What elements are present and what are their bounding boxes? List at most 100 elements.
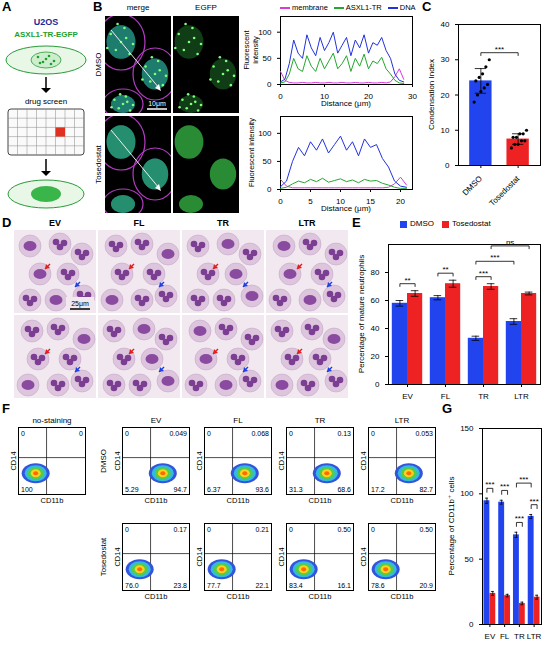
svg-text:FL: FL	[441, 392, 451, 401]
svg-text:EV: EV	[485, 632, 496, 641]
svg-text:***: ***	[515, 514, 524, 523]
svg-text:17.2: 17.2	[371, 486, 385, 493]
svg-text:***: ***	[500, 482, 509, 491]
svg-text:FL: FL	[500, 632, 510, 641]
svg-text:drug screen: drug screen	[25, 97, 67, 106]
svg-text:22.1: 22.1	[255, 582, 269, 589]
svg-text:0.50: 0.50	[419, 526, 433, 533]
svg-text:0: 0	[289, 526, 293, 533]
svg-text:77.7: 77.7	[207, 582, 221, 589]
svg-text:LTR: LTR	[527, 632, 542, 641]
svg-text:0.21: 0.21	[255, 526, 269, 533]
svg-text:0: 0	[278, 197, 283, 206]
svg-text:LTR: LTR	[514, 392, 529, 401]
svg-text:0: 0	[79, 430, 83, 437]
svg-text:DMSO: DMSO	[461, 174, 484, 197]
html-text:G: G	[442, 401, 453, 416]
html-text:LTR: LTR	[298, 218, 316, 228]
svg-text:0: 0	[207, 526, 211, 533]
svg-text:83.4: 83.4	[289, 582, 303, 589]
svg-text:0: 0	[469, 620, 474, 629]
svg-text:23.8: 23.8	[173, 582, 187, 589]
svg-text:0.13: 0.13	[337, 430, 351, 437]
svg-text:TR: TR	[514, 632, 525, 641]
svg-text:0.068: 0.068	[251, 430, 269, 437]
svg-text:40: 40	[371, 324, 380, 333]
svg-text:TR: TR	[478, 392, 489, 401]
svg-text:0: 0	[267, 185, 272, 194]
svg-text:***: ***	[490, 253, 499, 262]
svg-text:50: 50	[465, 555, 474, 564]
svg-text:50: 50	[263, 54, 272, 63]
svg-text:ASXL1-TR-EGFP: ASXL1-TR-EGFP	[14, 30, 78, 39]
svg-text:68.6: 68.6	[337, 486, 351, 493]
svg-text:100: 100	[258, 28, 272, 37]
html-text:D: D	[2, 215, 12, 230]
html-text:FL: FL	[133, 218, 145, 228]
svg-text:30: 30	[441, 55, 450, 64]
svg-text:82.7: 82.7	[419, 486, 433, 493]
html-text:Condensation Index: Condensation Index	[426, 58, 436, 131]
svg-text:78.6: 78.6	[371, 582, 385, 589]
svg-text:Tosedostat: Tosedostat	[488, 174, 522, 208]
html-text:Fluorescent intensity: Fluorescent intensity	[242, 30, 260, 70]
svg-text:0.049: 0.049	[169, 430, 187, 437]
svg-text:5.29: 5.29	[125, 486, 139, 493]
html-text:Fluorescent intensity: Fluorescent intensity	[246, 118, 256, 187]
svg-text:0: 0	[371, 526, 375, 533]
svg-text:0: 0	[125, 430, 129, 437]
svg-text:0: 0	[445, 161, 450, 170]
svg-text:50: 50	[263, 157, 272, 166]
svg-text:20.9: 20.9	[419, 582, 433, 589]
html-text:EV: EV	[49, 218, 61, 228]
svg-text:76.0: 76.0	[125, 582, 139, 589]
svg-text:0: 0	[207, 430, 211, 437]
svg-text:30: 30	[408, 92, 417, 101]
svg-text:100: 100	[21, 486, 33, 493]
svg-text:***: ***	[495, 45, 504, 54]
svg-text:0: 0	[267, 80, 272, 89]
html-text:C: C	[422, 0, 432, 14]
html-text:Percentage of CD11b⁺ cells: Percentage of CD11b⁺ cells	[446, 476, 456, 576]
svg-text:20: 20	[441, 91, 450, 100]
svg-text:31.3: 31.3	[289, 486, 303, 493]
svg-text:10: 10	[441, 126, 450, 135]
svg-text:20: 20	[371, 352, 380, 361]
svg-text:0.50: 0.50	[337, 526, 351, 533]
svg-text:6.37: 6.37	[207, 486, 221, 493]
svg-text:0: 0	[289, 430, 293, 437]
html-text:A: A	[2, 0, 12, 14]
svg-text:10μm: 10μm	[148, 100, 166, 108]
svg-text:***: ***	[479, 269, 488, 278]
svg-text:0: 0	[125, 526, 129, 533]
svg-text:80: 80	[371, 268, 380, 277]
svg-text:100: 100	[258, 129, 272, 138]
html-text:Percentage of mature neutrophi: Percentage of mature neutrophils	[356, 254, 366, 374]
svg-text:93.6: 93.6	[255, 486, 269, 493]
html-text:TR: TR	[217, 218, 229, 228]
svg-text:25μm: 25μm	[71, 300, 89, 308]
svg-text:94.7: 94.7	[173, 486, 187, 493]
svg-text:ns: ns	[506, 238, 514, 247]
svg-text:0: 0	[21, 430, 25, 437]
svg-text:5: 5	[308, 197, 313, 206]
svg-text:40: 40	[441, 20, 450, 29]
svg-text:**: **	[404, 276, 410, 285]
svg-text:0: 0	[375, 380, 380, 389]
svg-text:60: 60	[371, 296, 380, 305]
svg-text:***: ***	[485, 480, 494, 489]
svg-text:100: 100	[460, 489, 474, 498]
svg-text:0.053: 0.053	[415, 430, 433, 437]
svg-text:150: 150	[460, 424, 474, 433]
svg-text:***: ***	[529, 497, 538, 506]
svg-text:0: 0	[371, 430, 375, 437]
svg-text:16.1: 16.1	[337, 582, 351, 589]
svg-text:EV: EV	[402, 392, 413, 401]
svg-text:U2OS: U2OS	[34, 17, 59, 27]
svg-text:***: ***	[519, 475, 528, 484]
svg-text:0.17: 0.17	[173, 526, 187, 533]
svg-text:20: 20	[396, 197, 405, 206]
svg-text:0: 0	[278, 92, 283, 101]
html-text:B: B	[93, 0, 103, 14]
svg-text:**: **	[442, 265, 448, 274]
